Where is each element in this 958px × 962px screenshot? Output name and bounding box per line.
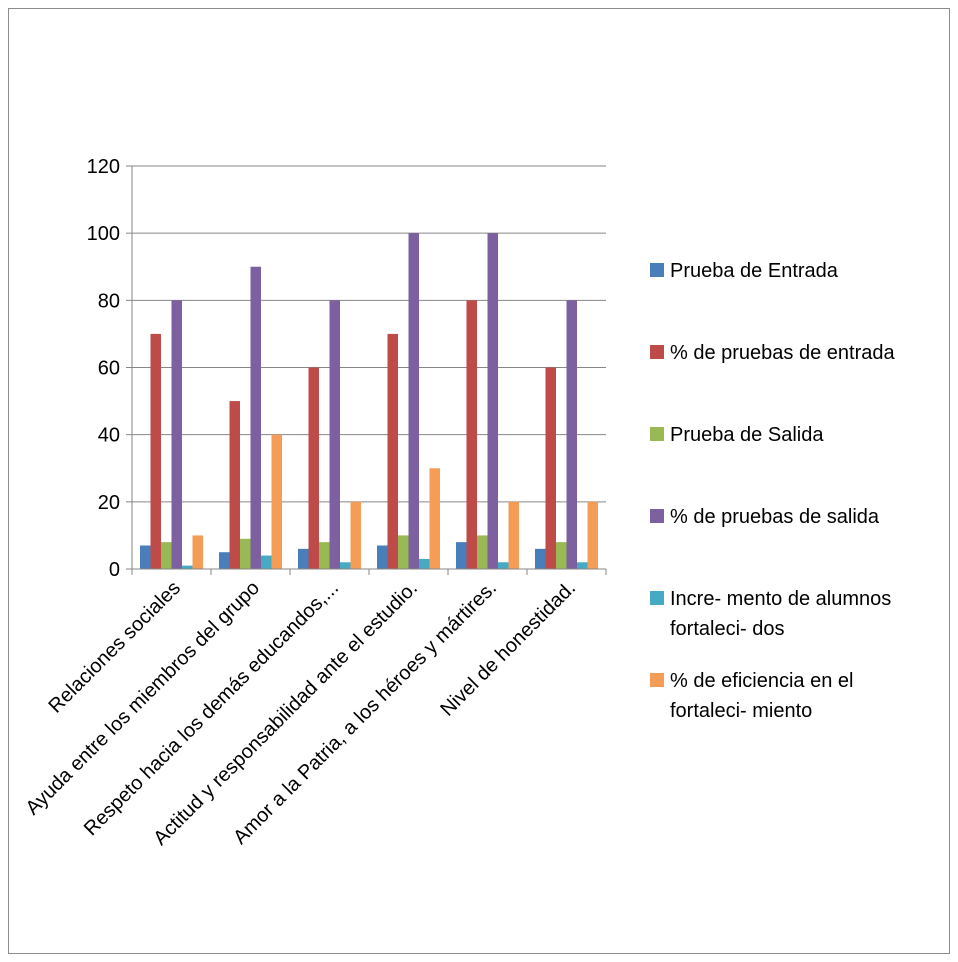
y-tick-label: 80 [98, 290, 120, 312]
x-category-label: Nivel de honestidad. [436, 577, 580, 721]
bar [319, 542, 330, 569]
legend-swatch [650, 345, 664, 359]
x-category-label: Relaciones sociales [44, 577, 185, 718]
bar [477, 535, 488, 569]
legend-label: fortaleci- miento [670, 700, 812, 722]
bar [387, 333, 398, 569]
y-tick-label: 120 [87, 156, 120, 178]
bar [566, 300, 577, 569]
bar [508, 501, 519, 569]
bar [419, 558, 430, 569]
bar [308, 367, 319, 569]
bar [545, 367, 556, 569]
legend-label: Prueba de Salida [670, 424, 824, 446]
bar [535, 548, 546, 569]
legend-swatch [650, 591, 664, 605]
bars [140, 233, 598, 569]
bar [182, 565, 193, 569]
legend-label: % de pruebas de entrada [670, 342, 895, 364]
legend-label: Prueba de Entrada [670, 260, 839, 282]
y-tick-label: 60 [98, 358, 120, 380]
bar [229, 401, 240, 569]
bar [398, 535, 409, 569]
y-axis-ticks: 0 20 40 60 80 100 120 [87, 156, 132, 581]
legend-label: % de eficiencia en el [670, 670, 853, 692]
bar [556, 542, 567, 569]
bar [271, 434, 282, 569]
bar [192, 535, 203, 569]
legend-label: fortaleci- dos [670, 618, 785, 640]
bar [140, 545, 151, 569]
legend-swatch [650, 673, 664, 687]
bar [340, 562, 351, 569]
bar [456, 542, 467, 569]
legend-swatch [650, 263, 664, 277]
legend-swatch [650, 509, 664, 523]
legend-swatch [650, 427, 664, 441]
bar [250, 266, 261, 569]
y-tick-label: 0 [109, 559, 120, 581]
bar [329, 300, 340, 569]
y-tick-label: 20 [98, 492, 120, 514]
bar [408, 233, 419, 569]
bar [498, 562, 509, 569]
bar [377, 545, 388, 569]
gridlines [132, 165, 606, 503]
bar [466, 300, 477, 569]
legend: Prueba de Entrada % de pruebas de entrada… [650, 260, 895, 722]
bar [261, 555, 272, 569]
bar [429, 468, 440, 569]
bar [240, 538, 251, 569]
bar [577, 562, 588, 569]
bar [161, 542, 172, 569]
legend-label: % de pruebas de salida [670, 506, 880, 528]
y-tick-label: 40 [98, 425, 120, 447]
y-tick-label: 100 [87, 223, 120, 245]
bar [298, 548, 309, 569]
bar [350, 501, 361, 569]
bar [219, 552, 230, 569]
legend-label: Incre- mento de alumnos [670, 588, 891, 610]
axes [131, 166, 607, 575]
bar [150, 333, 161, 569]
bar [171, 300, 182, 569]
bar [487, 233, 498, 569]
bar [587, 501, 598, 569]
